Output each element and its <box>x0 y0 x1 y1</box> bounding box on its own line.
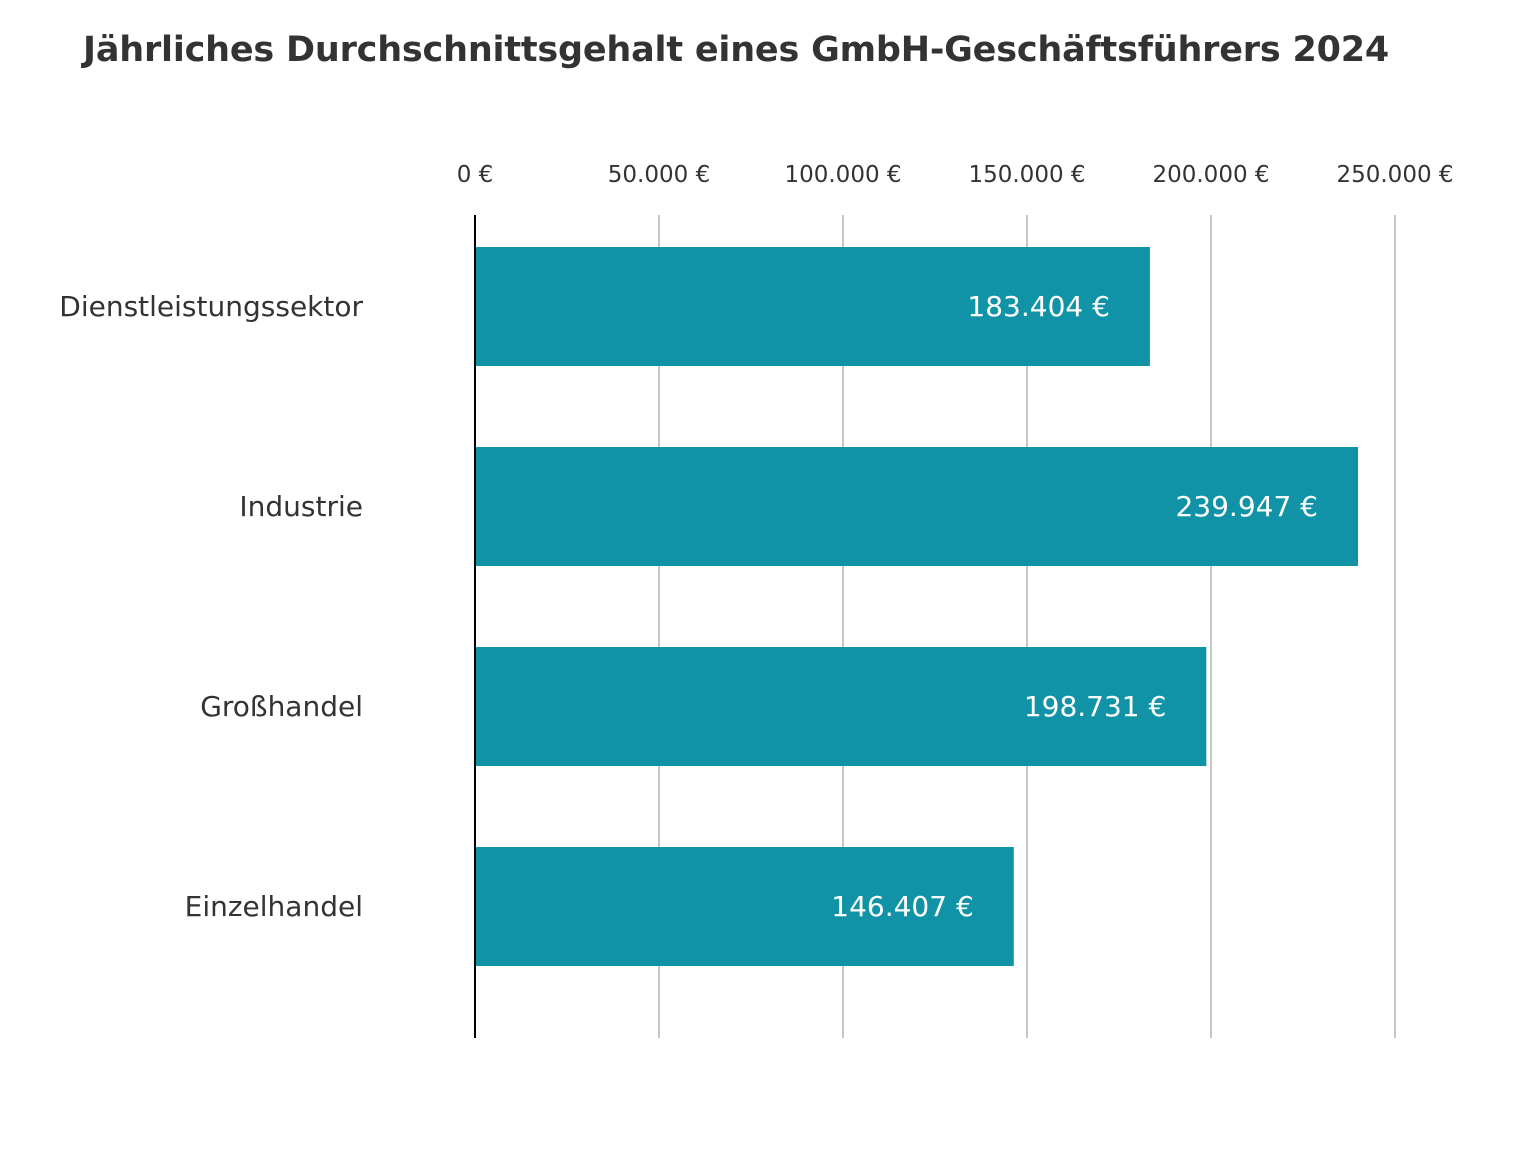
x-tick-label-5: 250.000 € <box>1336 162 1453 188</box>
value-label-1: 239.947 € <box>1175 490 1318 523</box>
bar-2 <box>475 647 1207 766</box>
x-tick-label-1: 50.000 € <box>608 162 710 188</box>
chart-title: Jährliches Durchschnittsgehalt eines Gmb… <box>83 30 1390 70</box>
bar-1 <box>475 447 1359 566</box>
category-label-0: Dienstleistungssektor <box>59 290 363 323</box>
value-labels: 183.404 € 239.947 € 198.731 € 146.407 € <box>831 290 1318 923</box>
value-label-0: 183.404 € <box>967 290 1110 323</box>
category-labels: Dienstleistungssektor Industrie Großhandel… <box>59 290 363 923</box>
x-tick-label-3: 150.000 € <box>968 162 1085 188</box>
x-axis-tick-labels: 0 € 50.000 € 100.000 € 150.000 € 200.000 € 25… <box>457 162 1454 188</box>
x-tick-label-2: 100.000 € <box>784 162 901 188</box>
category-label-2: Großhandel <box>200 690 363 723</box>
bar-0 <box>475 247 1150 366</box>
value-label-3: 146.407 € <box>831 890 974 923</box>
value-label-2: 198.731 € <box>1024 690 1167 723</box>
category-label-1: Industrie <box>239 490 363 523</box>
bar-3 <box>475 847 1014 966</box>
category-label-3: Einzelhandel <box>185 890 363 923</box>
x-tick-label-4: 200.000 € <box>1152 162 1269 188</box>
bars <box>475 247 1359 966</box>
x-tick-label-0: 0 € <box>457 162 494 188</box>
